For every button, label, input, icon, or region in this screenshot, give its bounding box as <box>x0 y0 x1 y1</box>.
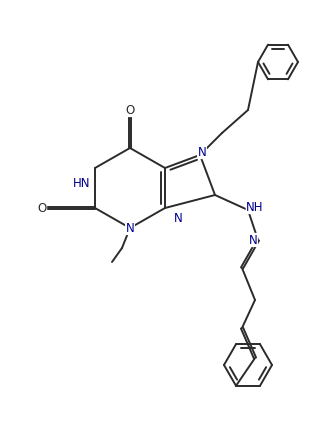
Text: N: N <box>249 233 257 246</box>
Text: N: N <box>126 221 134 234</box>
Text: N: N <box>198 146 206 159</box>
Text: O: O <box>37 202 47 215</box>
Text: N: N <box>174 211 182 224</box>
Text: HN: HN <box>73 177 91 190</box>
Text: NH: NH <box>246 201 264 214</box>
Text: O: O <box>125 103 135 116</box>
